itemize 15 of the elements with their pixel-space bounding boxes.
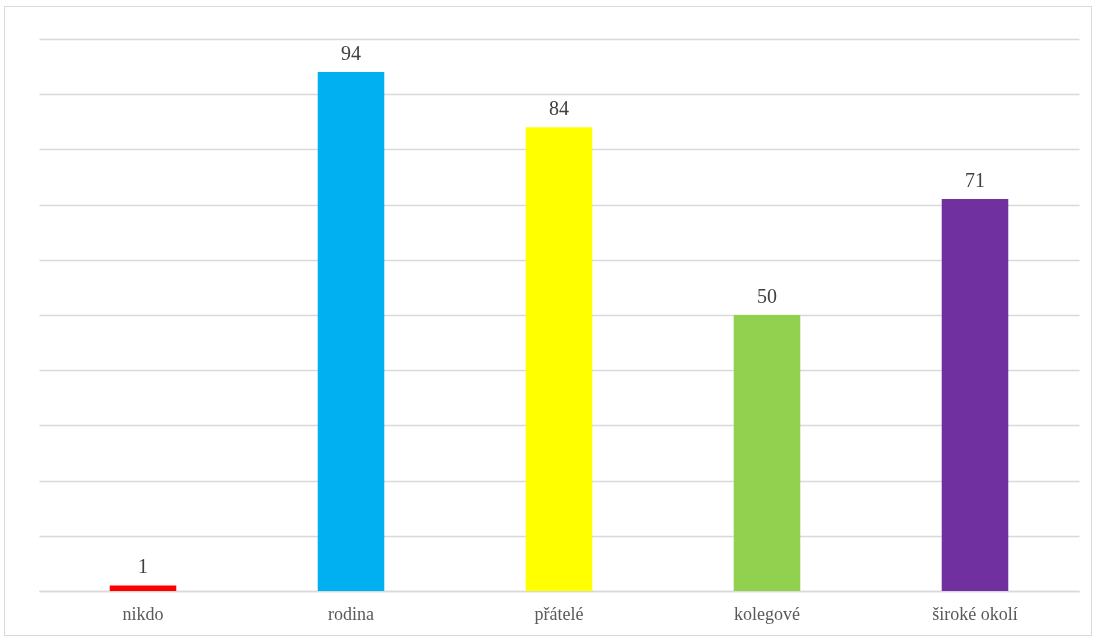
bar <box>109 585 177 591</box>
data-label: 71 <box>965 169 985 192</box>
data-label: 50 <box>757 285 777 307</box>
x-tick-label: přátelé <box>534 603 584 624</box>
bar <box>525 127 593 591</box>
data-label: 94 <box>341 42 361 65</box>
x-tick-label: nikdo <box>122 603 164 624</box>
x-tick-label: rodina <box>328 603 374 624</box>
bar <box>317 72 385 591</box>
data-label: 84 <box>549 97 569 120</box>
bar <box>733 315 801 591</box>
data-label: 1 <box>138 555 148 578</box>
x-tick-label: široké okolí <box>932 603 1018 624</box>
x-tick-label: kolegové <box>734 603 800 624</box>
bar <box>941 199 1009 591</box>
